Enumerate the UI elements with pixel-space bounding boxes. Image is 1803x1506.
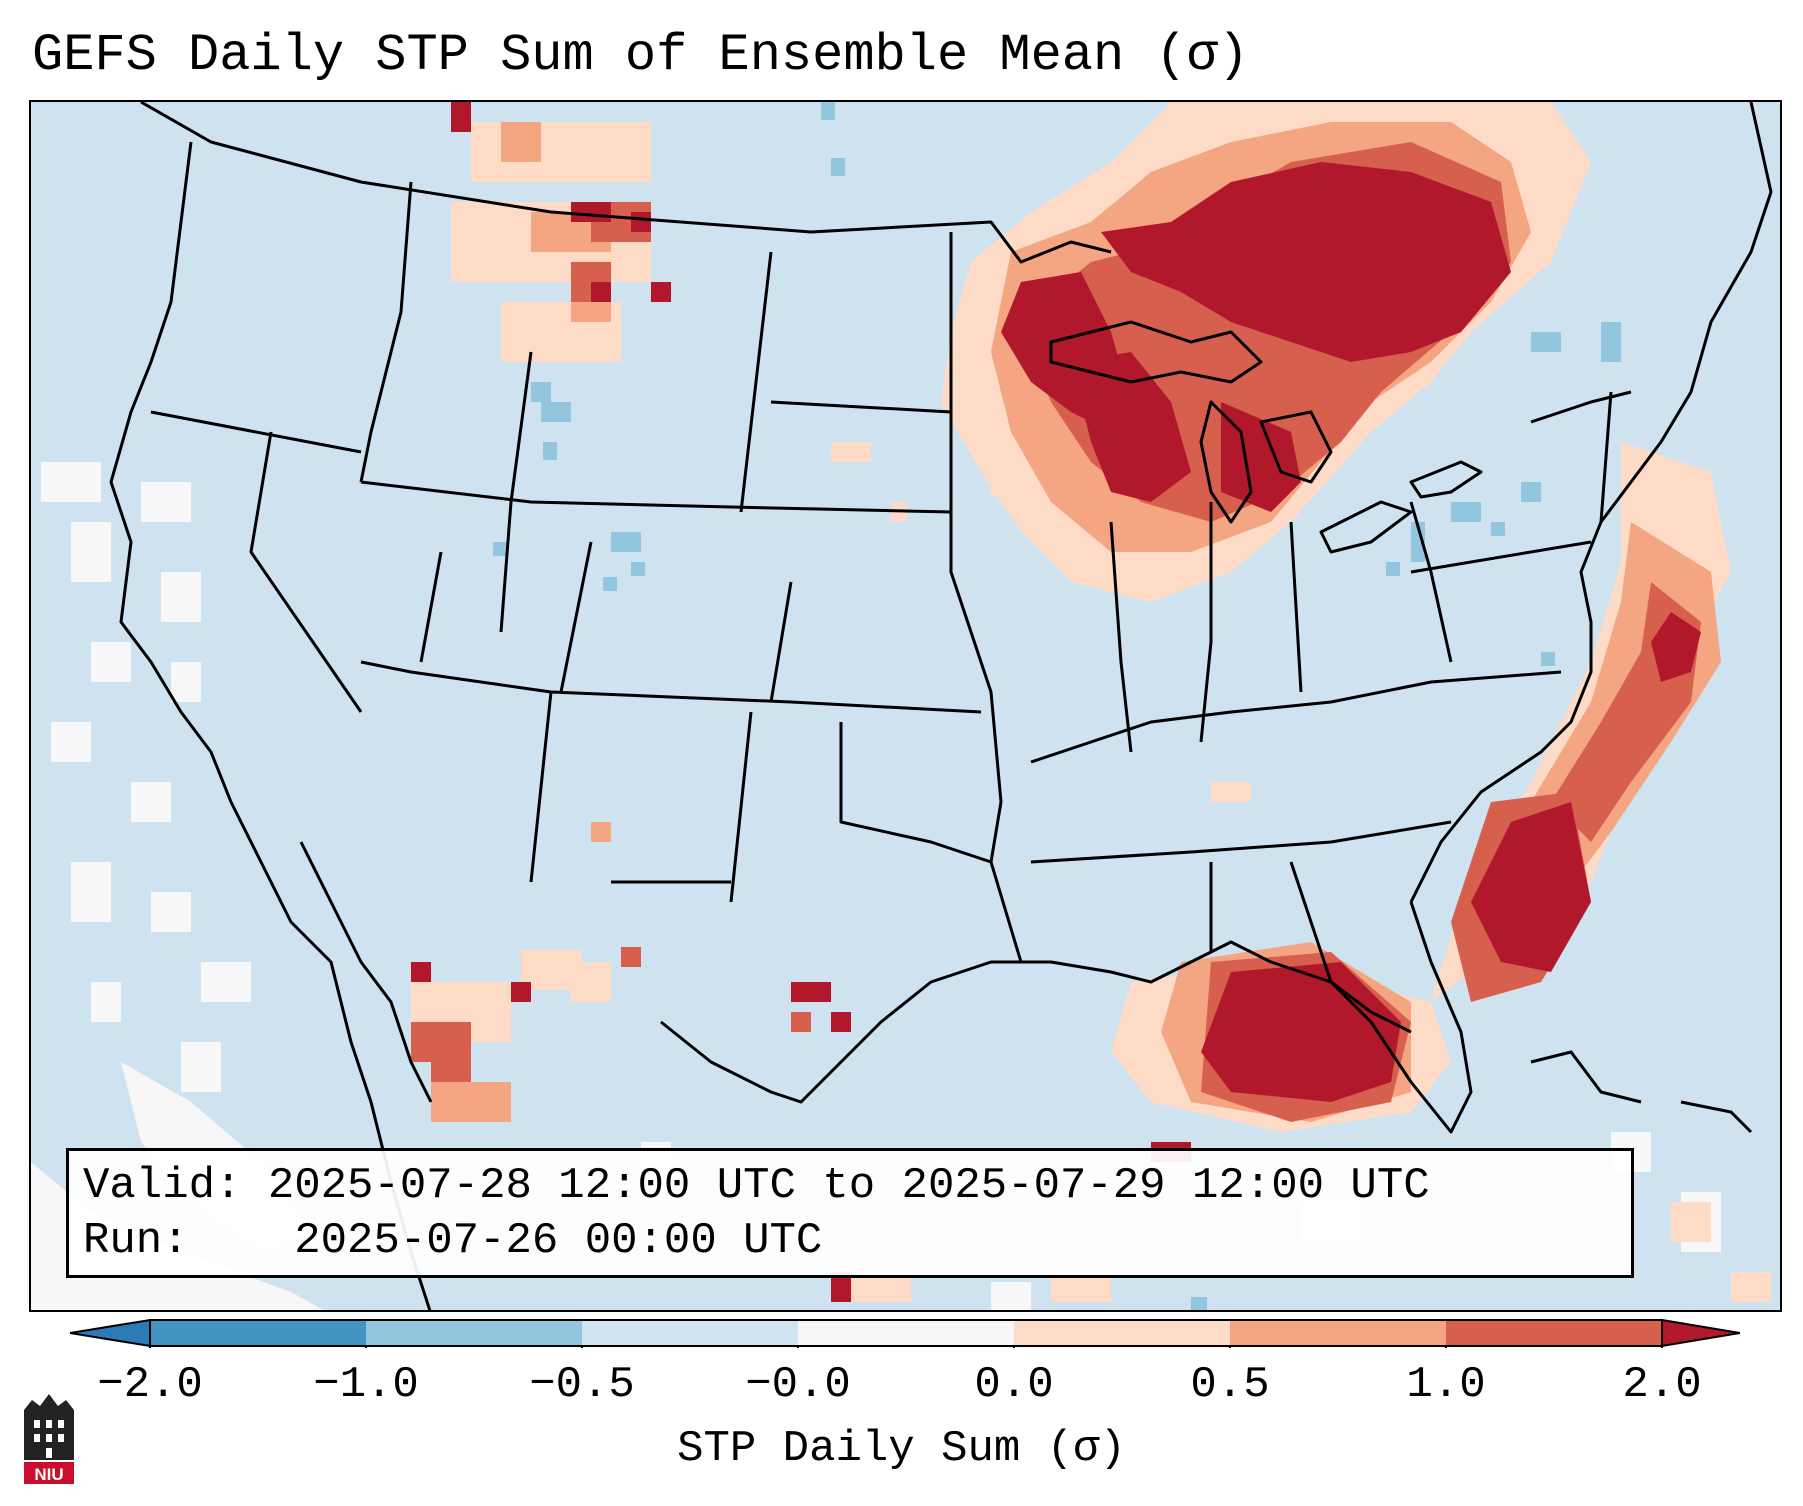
colorbar-bin-5 [1014,1320,1230,1346]
colorbar-label: STP Daily Sum (σ) [677,1424,1126,1474]
colorbar-tick-label: 0.5 [1190,1360,1270,1410]
colorbar-tick-label: 2.0 [1622,1360,1702,1410]
colorbar-bin-7 [1446,1320,1662,1346]
colorbar [70,1318,1740,1348]
colorbar-bin-4 [798,1320,1014,1346]
colorbar-under-arrow [70,1318,151,1348]
colorbar-tick-label: 0.0 [974,1360,1054,1410]
colorbar-bin-6 [1230,1320,1446,1346]
boundary-lines [109,102,1773,1310]
map-panel[interactable] [29,100,1782,1312]
map-title: GEFS Daily STP Sum of Ensemble Mean (σ) [32,26,1249,85]
caribbean-islands [1530,1050,1753,1134]
colorbar-tick-label: −0.5 [529,1360,635,1410]
colorbar-bin-1 [150,1320,366,1346]
validity-info-box: Valid: 2025-07-28 12:00 UTC to 2025-07-2… [66,1148,1634,1278]
colorbar-tick-label: −0.0 [745,1360,851,1410]
colorbar-frame [149,1319,1663,1347]
valid-value: 2025-07-28 12:00 UTC to 2025-07-29 12:00… [267,1161,1430,1211]
valid-label: Valid: [83,1161,242,1211]
map-canvas [31,102,1773,1310]
colorbar-tick-label: 1.0 [1406,1360,1486,1410]
extreme-positive-field [411,102,1701,1302]
colorbar-bin-2 [366,1320,582,1346]
colorbar-over-arrow [1661,1318,1740,1348]
niu-logo: NIU [24,1394,74,1484]
colorbar-tick-label: −1.0 [313,1360,419,1410]
colorbar-bin-3 [582,1320,798,1346]
colorbar-tick-label: −2.0 [97,1360,203,1410]
run-label: Run: [83,1216,189,1266]
negative-anomaly-patches [493,102,1621,1310]
colorbar-ticks [149,1346,1663,1348]
run-value: 2025-07-26 00:00 UTC [294,1216,823,1266]
logo-text: NIU [34,1465,63,1484]
